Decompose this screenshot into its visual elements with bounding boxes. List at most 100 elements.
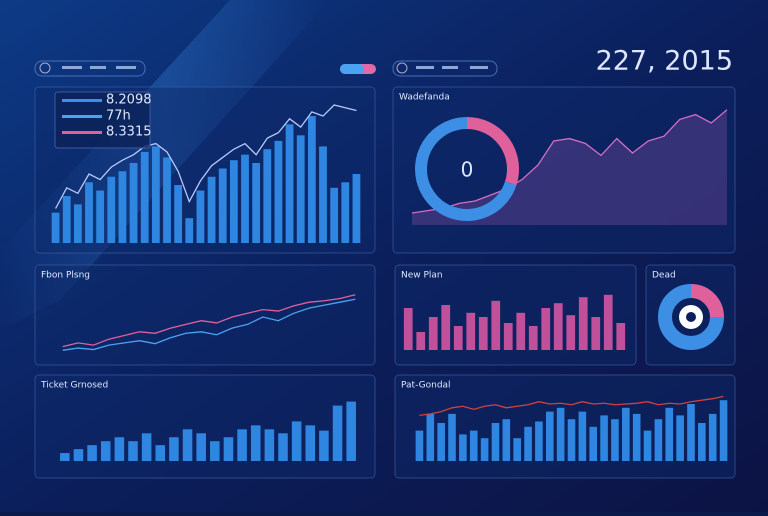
panel-title: Ticket Grnosed [40,381,108,391]
stats-swatch [62,99,102,102]
bar [676,415,684,461]
bar [415,430,424,461]
bar [698,423,706,461]
bar [155,445,166,461]
bar [87,445,97,461]
bar [278,433,288,461]
bar [107,176,116,243]
bar [85,182,93,243]
stats-value: 77h [106,109,131,124]
bar [207,176,216,243]
bar [611,419,619,461]
bar [319,146,327,243]
bar [453,326,463,350]
bar [51,212,60,243]
bar [330,187,339,243]
bar [403,308,413,350]
panel-title: New Plan [401,271,443,281]
arc [466,117,519,186]
nav-item[interactable] [90,66,106,69]
nav-item[interactable] [62,66,82,69]
bar [169,437,179,461]
bar [118,171,127,243]
headline: 227, 2015 [596,46,733,77]
bar [252,162,261,243]
donut-dot [686,312,696,322]
nav-right[interactable] [392,60,498,77]
bar [466,312,476,350]
bar [578,411,587,461]
nav-pill[interactable] [392,60,498,77]
bar [708,413,717,461]
nav-icon[interactable] [396,62,408,74]
nav-item[interactable] [416,66,434,69]
arc [690,284,724,318]
bar [719,400,728,461]
bar [513,438,521,461]
bar [591,317,601,350]
bar [437,423,445,461]
bar [469,430,478,461]
bar [352,174,361,243]
bar [616,323,626,350]
arc [415,117,517,221]
bar [416,332,426,350]
bar [480,438,489,461]
nav-icon[interactable] [39,62,51,74]
bar [185,218,194,243]
line [419,395,724,417]
bar [263,149,272,243]
line [62,298,356,351]
bar [516,312,526,350]
bar [545,411,554,461]
bar [73,204,82,243]
bar [196,433,206,461]
line [62,294,356,348]
bar [174,185,183,243]
bar [296,135,305,243]
stats-swatch [62,131,102,134]
bar [163,157,171,243]
bar [151,146,160,243]
nav-left[interactable] [34,60,146,77]
area [412,109,727,225]
panel-title: Wadefanda [399,93,450,103]
panel-title: Dead [652,271,676,281]
bar [319,430,329,461]
bar [307,116,316,243]
bar [603,294,613,350]
bar [291,421,302,461]
bar [305,425,316,461]
line [54,104,357,209]
bar [502,419,511,461]
stats-value: 8.3315 [106,125,152,140]
bar [491,300,501,350]
bar [553,303,563,350]
bar [341,182,350,243]
bar [128,441,138,461]
bar [578,297,588,350]
bar [237,429,247,461]
arc [658,284,724,350]
nav-item[interactable] [116,66,136,69]
nav-item[interactable] [470,66,488,69]
bar [589,426,598,461]
bar [229,160,238,243]
bar [60,453,70,461]
bar [600,415,608,461]
bar [250,425,261,461]
bar [210,441,220,461]
bar [241,154,249,243]
bar [535,421,543,461]
nav-item[interactable] [442,66,458,69]
bar [567,419,576,461]
nav-pill[interactable] [34,60,146,77]
bar [491,423,500,461]
bar [62,196,71,243]
panel-title: Fbon Plsng [41,271,90,281]
toggle-knob[interactable] [340,64,364,74]
panel-title: Pat-Gondal [401,381,451,391]
bar [96,190,105,243]
bar [129,162,138,243]
bar [459,434,467,461]
